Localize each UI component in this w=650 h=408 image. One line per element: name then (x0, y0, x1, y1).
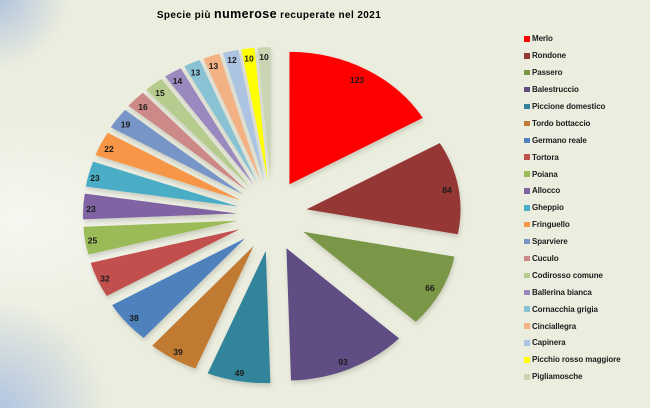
svg-text:23: 23 (86, 204, 96, 214)
svg-text:123: 123 (350, 75, 364, 85)
svg-text:16: 16 (138, 102, 148, 112)
svg-text:13: 13 (191, 68, 201, 78)
svg-text:13: 13 (209, 61, 219, 71)
svg-text:10: 10 (244, 54, 254, 64)
svg-text:14: 14 (173, 76, 183, 86)
svg-text:25: 25 (88, 236, 98, 246)
svg-text:10: 10 (259, 52, 269, 62)
svg-text:32: 32 (100, 274, 110, 284)
svg-text:49: 49 (235, 368, 245, 378)
svg-text:23: 23 (90, 173, 100, 183)
svg-text:93: 93 (338, 357, 348, 367)
svg-text:19: 19 (121, 120, 131, 130)
svg-text:22: 22 (104, 144, 114, 154)
svg-text:84: 84 (442, 185, 452, 195)
svg-text:39: 39 (173, 347, 183, 357)
svg-text:12: 12 (227, 55, 237, 65)
svg-text:15: 15 (155, 88, 165, 98)
svg-text:66: 66 (425, 283, 435, 293)
svg-text:38: 38 (129, 313, 139, 323)
